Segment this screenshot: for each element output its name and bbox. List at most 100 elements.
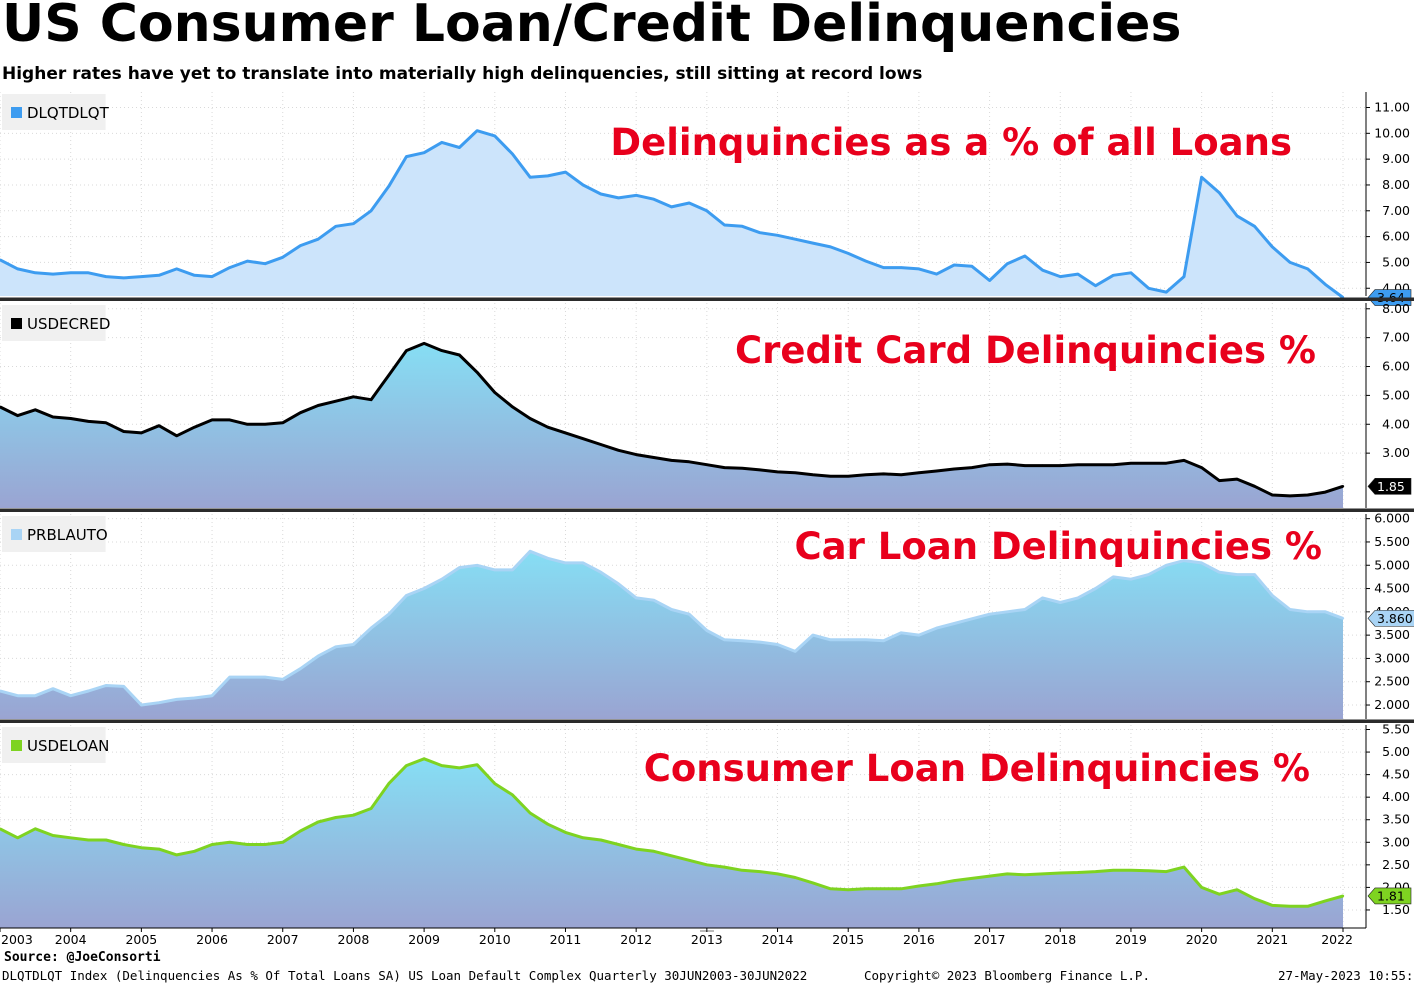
data-point <box>635 194 638 197</box>
data-point <box>1006 262 1009 265</box>
data-point <box>564 431 567 435</box>
x-axis: 2003 2004 2005 2006 2007 2008 2009 2010 2011 2012… <box>0 927 1366 947</box>
data-point <box>263 262 267 265</box>
series-area <box>0 551 1343 719</box>
data-point <box>635 596 638 600</box>
data-point <box>157 274 161 277</box>
data-point <box>688 460 691 463</box>
data-point <box>210 694 214 697</box>
data-point <box>1200 176 1203 179</box>
data-point <box>1094 870 1097 873</box>
data-point <box>369 209 373 212</box>
x-tick-label: 2016 <box>903 932 935 947</box>
last-value-label: 3.860 <box>1377 611 1413 626</box>
legend-label: PRBLAUTO <box>27 526 108 544</box>
data-point <box>864 259 868 263</box>
y-tick-label: 2.500 <box>1374 674 1410 689</box>
data-point <box>175 853 178 857</box>
data-point <box>87 271 90 274</box>
data-point <box>758 870 762 873</box>
x-tick-label: 2021 <box>1256 932 1288 947</box>
data-point <box>1288 261 1292 264</box>
data-point <box>1147 462 1150 465</box>
data-point <box>811 633 815 637</box>
data-point <box>122 276 125 280</box>
data-point <box>1324 899 1327 903</box>
y-tick-label: 7.00 <box>1382 330 1410 345</box>
data-point <box>970 877 974 880</box>
data-point <box>1006 462 1009 466</box>
data-point <box>528 811 532 815</box>
data-point <box>51 415 55 419</box>
data-point <box>935 469 938 473</box>
data-point <box>228 266 231 269</box>
data-point <box>475 564 479 567</box>
legend-swatch <box>11 529 22 540</box>
data-point <box>1129 271 1133 274</box>
data-point <box>69 836 72 839</box>
y-tick-label: 6.00 <box>1382 229 1410 244</box>
y-tick-label: 4.500 <box>1374 581 1410 596</box>
data-point <box>882 266 885 269</box>
data-point <box>1076 272 1080 276</box>
series-area <box>0 343 1343 508</box>
y-tick-label: 10.00 <box>1374 125 1410 140</box>
data-point <box>475 129 479 132</box>
data-point <box>440 349 443 352</box>
data-point <box>1023 608 1027 611</box>
data-point <box>882 639 885 642</box>
data-point <box>34 408 37 411</box>
data-point <box>69 694 72 697</box>
panel-3: 2.0002.5003.0003.5004.0004.5005.0005.500… <box>0 508 1414 723</box>
chart-annotation: Credit Card Delinquincies % <box>735 329 1316 372</box>
data-point <box>1129 869 1133 872</box>
x-tick-label: 2007 <box>267 932 299 947</box>
data-point <box>1094 284 1097 287</box>
data-point <box>1147 869 1150 872</box>
data-point <box>1235 573 1239 576</box>
data-point <box>723 223 726 227</box>
y-tick-label: 5.00 <box>1382 254 1410 269</box>
data-point <box>1112 869 1115 872</box>
data-point <box>0 258 2 261</box>
data-point <box>1129 462 1133 465</box>
y-tick-label: 3.500 <box>1374 627 1410 642</box>
data-point <box>1147 287 1150 290</box>
data-point <box>1306 905 1309 908</box>
data-point <box>352 222 355 225</box>
data-point <box>1253 573 1256 576</box>
data-point <box>829 245 832 249</box>
data-point <box>811 473 815 476</box>
data-point <box>688 201 691 205</box>
data-point <box>440 141 443 144</box>
data-point <box>1341 485 1345 488</box>
data-point <box>1271 904 1274 907</box>
data-point <box>104 838 108 842</box>
data-point <box>617 449 620 452</box>
data-point <box>140 846 143 849</box>
source-credit: Source: @JoeConsorti <box>4 950 161 965</box>
data-point <box>581 836 585 839</box>
data-point <box>599 192 602 196</box>
y-tick-label: 5.00 <box>1382 387 1410 402</box>
data-point <box>847 888 850 891</box>
data-point <box>970 617 974 620</box>
series-area <box>0 758 1343 928</box>
data-point <box>564 831 567 834</box>
data-point <box>405 155 408 158</box>
data-point <box>1288 608 1292 611</box>
data-point <box>387 782 390 785</box>
y-tick-label: 2.50 <box>1382 857 1410 872</box>
data-point <box>688 859 691 862</box>
data-point <box>599 443 602 446</box>
data-point <box>794 238 797 241</box>
data-point <box>405 764 408 767</box>
x-tick-label: 2010 <box>479 932 511 947</box>
data-point <box>1059 275 1062 278</box>
data-point <box>1271 594 1274 597</box>
data-point <box>1165 870 1168 873</box>
data-point <box>847 252 850 255</box>
x-tick-label: 2004 <box>55 932 87 947</box>
data-point <box>1218 571 1221 574</box>
data-point <box>847 638 850 641</box>
